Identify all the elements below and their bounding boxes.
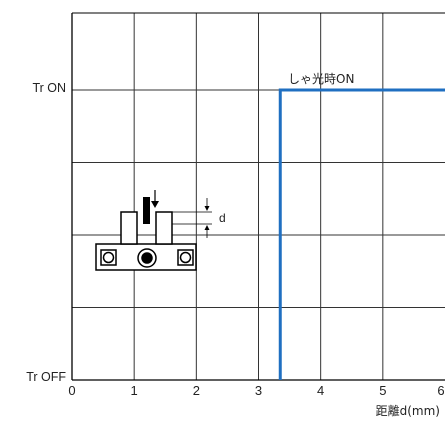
x-tick-label: 3 xyxy=(255,383,262,398)
mounting-hole-left xyxy=(100,249,117,266)
center-lens-inner xyxy=(141,252,153,264)
inset-label-d: d xyxy=(219,211,226,225)
x-axis-label: 距離d(mm) xyxy=(376,404,440,418)
d-arrow-bottom-head xyxy=(204,225,210,230)
x-tick-label: 2 xyxy=(193,383,200,398)
mounting-hole-left-circle xyxy=(102,251,115,264)
axes xyxy=(71,12,445,381)
series-layer xyxy=(278,88,445,380)
x-tick-label: 5 xyxy=(379,383,386,398)
y-label-tr-on: Tr ON xyxy=(32,81,66,95)
move-arrow-head xyxy=(151,201,159,208)
mounting-hole-right xyxy=(177,249,194,266)
x-tick-label: 6 xyxy=(437,383,444,398)
sensor-diagram xyxy=(95,190,212,271)
d-arrow-top-head xyxy=(204,206,210,211)
series-line xyxy=(278,88,445,380)
center-lens-outer xyxy=(137,248,157,268)
mounting-hole-right-circle xyxy=(179,251,192,264)
x-tick-label: 0 xyxy=(68,383,75,398)
shield-object xyxy=(143,197,150,224)
annotation-label: しゃ光時ON xyxy=(288,72,354,86)
y-label-tr-off: Tr OFF xyxy=(26,370,66,384)
x-tick-label: 4 xyxy=(317,383,324,398)
x-tick-labels: 0 1 2 3 4 5 6 xyxy=(68,383,444,398)
sensor-right-arm xyxy=(155,211,173,245)
grid xyxy=(72,13,445,380)
x-tick-label: 1 xyxy=(131,383,138,398)
sensor-left-arm xyxy=(120,211,138,245)
